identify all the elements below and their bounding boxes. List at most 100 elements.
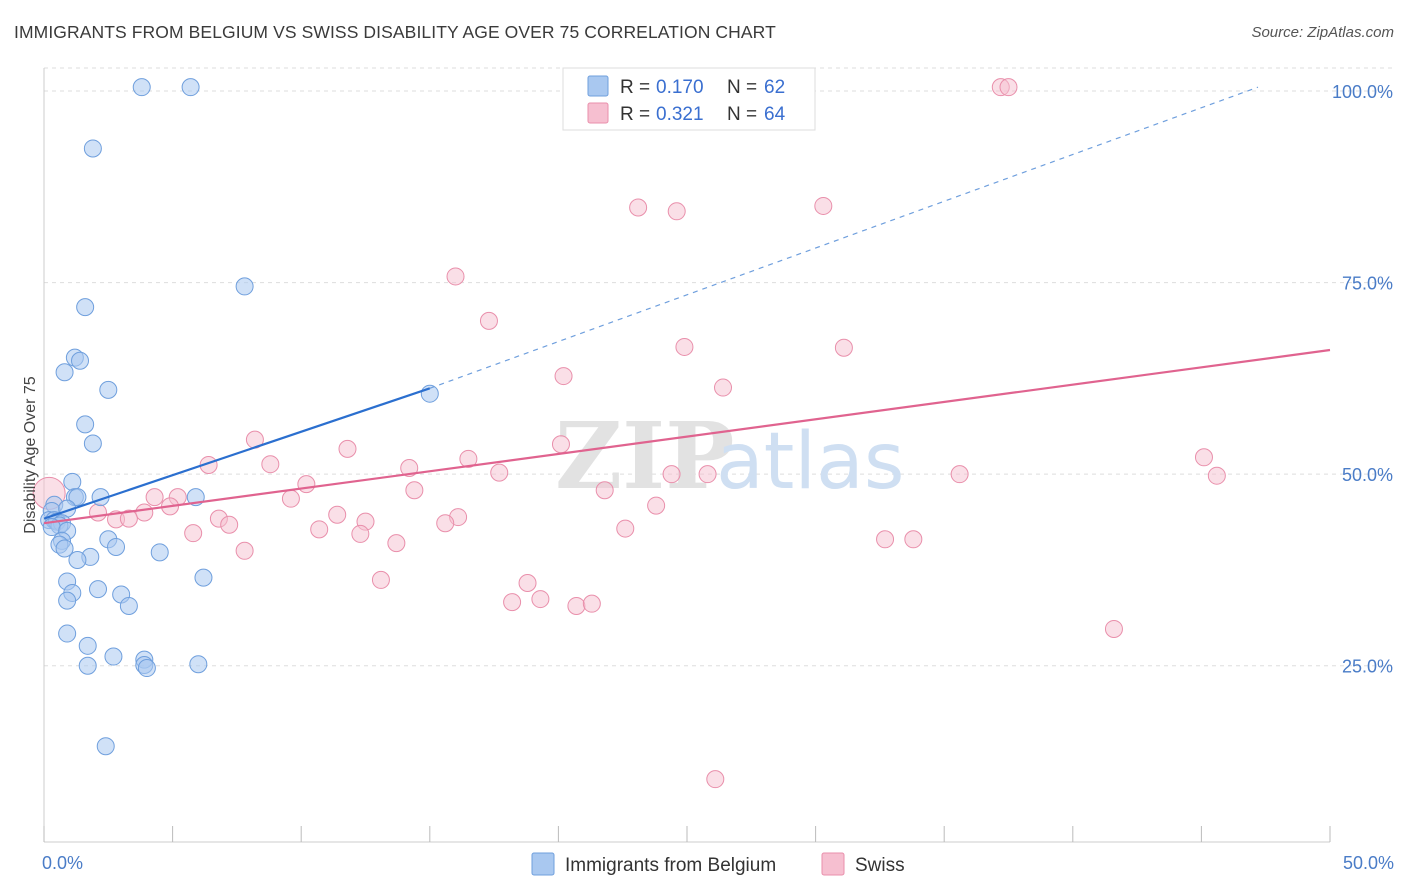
swiss-point-43 — [310, 520, 329, 539]
belgium-point-4 — [76, 298, 95, 317]
legend-swatch-swiss — [587, 102, 609, 124]
y-tick-label-25: 25.0% — [1342, 657, 1393, 677]
swiss-point-22 — [698, 465, 717, 484]
bottom-swatch-belgium — [531, 852, 555, 876]
belgium-point-0 — [132, 78, 151, 97]
swiss-point-52 — [518, 573, 537, 592]
bottom-swatch-swiss — [821, 852, 845, 876]
belgium-point-33 — [150, 543, 169, 562]
swiss-point-53 — [531, 590, 550, 609]
belgium-point-2 — [83, 139, 102, 158]
belgium-trend-line — [43, 387, 431, 520]
legend-r-value-swiss: 0.321 — [656, 104, 704, 125]
y-tick-labels: 25.0% 50.0% 75.0% 100.0% — [1332, 82, 1393, 677]
legend-swatch-belgium — [587, 75, 609, 97]
y-tick-label-50: 50.0% — [1342, 465, 1393, 485]
belgium-point-14 — [68, 488, 87, 507]
belgium-point-31 — [107, 537, 126, 556]
belgium-point-8 — [99, 380, 118, 399]
belgium-point-43 — [78, 636, 97, 655]
swiss-point-48 — [904, 530, 923, 549]
swiss-point-8 — [675, 337, 694, 356]
series-legend: Immigrants from Belgium Swiss — [531, 852, 905, 876]
swiss-point-20 — [490, 463, 509, 482]
swiss-point-18 — [261, 455, 280, 474]
belgium-point-6 — [71, 351, 90, 370]
belgium-point-37 — [89, 580, 108, 599]
bottom-legend-swiss: Swiss — [855, 855, 905, 876]
swiss-point-35 — [328, 505, 347, 524]
belgium-point-35 — [194, 568, 213, 587]
belgium-points — [40, 78, 439, 756]
belgium-point-3 — [235, 277, 254, 296]
swiss-point-5 — [814, 196, 833, 215]
swiss-point-23 — [950, 465, 969, 484]
swiss-point-47 — [876, 530, 895, 549]
swiss-point-24 — [1207, 466, 1226, 485]
swiss-point-21 — [662, 465, 681, 484]
legend-r-label-swiss: R = — [620, 104, 650, 125]
axes — [43, 68, 1331, 843]
source-credit: Source: ZipAtlas.com — [1251, 24, 1394, 41]
watermark-atlas: atlas — [716, 417, 905, 507]
swiss-point-10 — [554, 367, 573, 386]
swiss-point-13 — [338, 439, 357, 458]
swiss-point-33 — [89, 503, 108, 522]
swiss-point-7 — [479, 311, 498, 330]
swiss-point-28 — [145, 488, 164, 507]
swiss-point-51 — [371, 570, 390, 589]
belgium-point-42 — [58, 624, 77, 643]
legend-n-label-belgium: N = — [727, 77, 757, 98]
belgium-point-41 — [119, 596, 138, 615]
belgium-point-40 — [58, 591, 77, 610]
swiss-point-25 — [297, 475, 316, 494]
swiss-point-2 — [999, 78, 1018, 97]
belgium-point-7 — [55, 363, 74, 382]
belgium-point-44 — [104, 647, 123, 666]
belgium-point-12 — [63, 472, 82, 491]
y-axis-label: Disability Age Over 75 — [22, 376, 39, 534]
belgium-point-1 — [181, 78, 200, 97]
belgium-point-49 — [189, 655, 208, 674]
swiss-point-40 — [220, 515, 239, 534]
swiss-point-56 — [582, 594, 601, 613]
y-tick-label-75: 75.0% — [1342, 274, 1393, 294]
swiss-point-44 — [616, 519, 635, 538]
swiss-point-6 — [446, 267, 465, 286]
swiss-point-26 — [405, 481, 424, 500]
belgium-trend-extension — [429, 86, 1259, 389]
swiss-point-54 — [503, 593, 522, 612]
belgium-point-46 — [78, 656, 97, 675]
legend-n-value-belgium: 62 — [764, 77, 785, 98]
legend-n-label-swiss: N = — [727, 104, 757, 125]
swiss-point-58 — [706, 770, 725, 789]
x-tick-max: 50.0% — [1343, 853, 1394, 873]
swiss-trend-line — [43, 348, 1331, 525]
belgium-point-34 — [68, 550, 87, 569]
belgium-point-11 — [83, 434, 102, 453]
swiss-point-14 — [551, 435, 570, 454]
belgium-point-48 — [137, 659, 156, 678]
watermark-zip: ZIP — [555, 402, 734, 510]
swiss-point-45 — [184, 524, 203, 543]
swiss-point-3 — [629, 198, 648, 217]
swiss-point-11 — [714, 378, 733, 397]
legend-n-value-swiss: 64 — [764, 104, 786, 125]
legend-r-value-belgium: 0.170 — [656, 77, 704, 98]
trend-lines — [43, 86, 1331, 525]
swiss-point-55 — [567, 596, 586, 615]
grid-lines — [44, 67, 1392, 667]
swiss-point-34 — [135, 503, 154, 522]
watermark: ZIP atlas — [555, 402, 905, 510]
bottom-legend-belgium: Immigrants from Belgium — [565, 855, 776, 876]
x-tick-min: 0.0% — [42, 853, 83, 873]
swiss-point-15 — [459, 449, 478, 468]
swiss-point-32 — [647, 496, 666, 515]
swiss-point-30 — [281, 489, 300, 508]
swiss-point-46 — [351, 524, 370, 543]
swiss-point-57 — [1104, 619, 1123, 638]
belgium-point-30 — [55, 539, 74, 558]
swiss-point-19 — [400, 459, 419, 478]
swiss-point-49 — [387, 534, 406, 553]
